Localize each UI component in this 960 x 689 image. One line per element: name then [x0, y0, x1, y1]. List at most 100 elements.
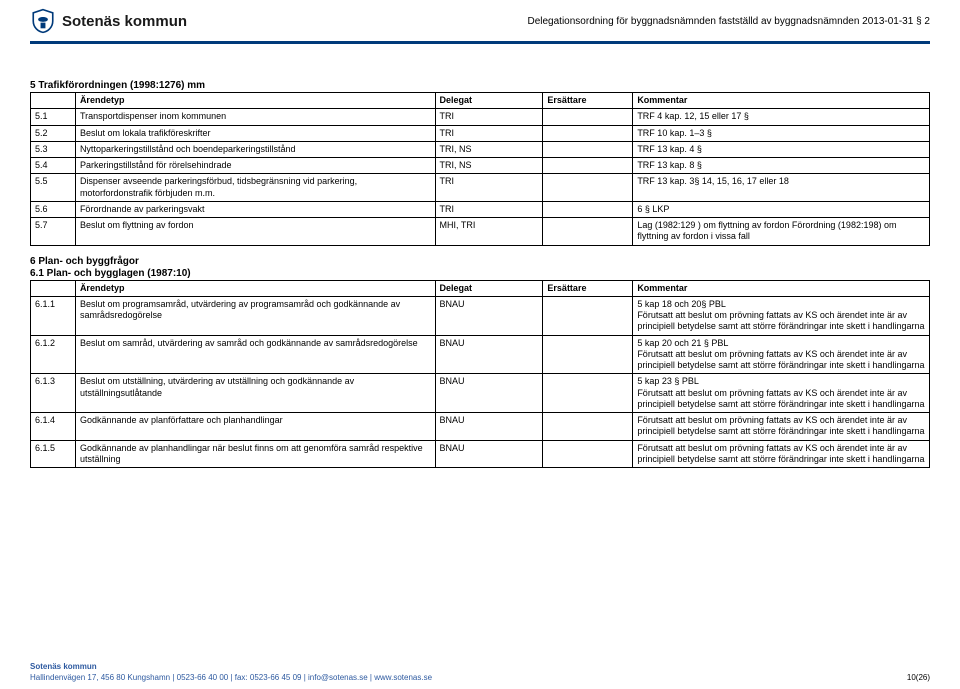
cell-n: 6.1.2 [31, 335, 76, 374]
cell-desc: Transportdispenser inom kommunen [75, 109, 435, 125]
col-arendetyp: Ärendetyp [75, 93, 435, 109]
cell-del: TRI [435, 125, 543, 141]
section-6-subtitle: 6.1 Plan- och bygglagen (1987:10) [30, 268, 930, 279]
cell-kom: 6 § LKP [633, 201, 930, 217]
document-title: Delegationsordning för byggnadsnämnden f… [527, 16, 930, 27]
cell-ers [543, 158, 633, 174]
cell-kom: 5 kap 18 och 20§ PBL Förutsatt att beslu… [633, 296, 930, 335]
cell-ers [543, 125, 633, 141]
section-5-table: Ärendetyp Delegat Ersättare Kommentar 5.… [30, 92, 930, 246]
cell-kom: TRF 13 kap. 4 § [633, 141, 930, 157]
page-header: Sotenäs kommun Delegationsordning för by… [0, 0, 960, 38]
col-ersattare: Ersättare [543, 280, 633, 296]
cell-ers [543, 335, 633, 374]
cell-del: BNAU [435, 413, 543, 441]
cell-del: TRI, NS [435, 141, 543, 157]
cell-n: 5.6 [31, 201, 76, 217]
table-row: 5.5Dispenser avseende parkeringsförbud, … [31, 174, 930, 202]
cell-del: TRI [435, 174, 543, 202]
cell-del: BNAU [435, 296, 543, 335]
table-row: 5.4Parkeringstillstånd för rörelsehindra… [31, 158, 930, 174]
cell-kom: 5 kap 20 och 21 § PBL Förutsatt att besl… [633, 335, 930, 374]
cell-desc: Förordnande av parkeringsvakt [75, 201, 435, 217]
cell-desc: Nyttoparkeringstillstånd och boendeparke… [75, 141, 435, 157]
footer-org: Sotenäs kommun [30, 662, 930, 672]
cell-n: 6.1.1 [31, 296, 76, 335]
table-row: 5.1Transportdispenser inom kommunenTRI TR… [31, 109, 930, 125]
cell-n: 5.1 [31, 109, 76, 125]
main-content: 5 Trafikförordningen (1998:1276) mm Ären… [0, 44, 960, 468]
table-head: Ärendetyp Delegat Ersättare Kommentar [31, 93, 930, 109]
cell-desc: Parkeringstillstånd för rörelsehindrade [75, 158, 435, 174]
cell-desc: Beslut om lokala trafikföreskrifter [75, 125, 435, 141]
cell-n: 6.1.3 [31, 374, 76, 413]
logo-text: Sotenäs kommun [62, 13, 187, 30]
table-row: 6.1.5Godkännande av planhandlingar när b… [31, 440, 930, 468]
cell-n: 6.1.4 [31, 413, 76, 441]
col-delegat: Delegat [435, 280, 543, 296]
table-row: 5.7Beslut om flyttning av fordonMHI, TRI… [31, 218, 930, 246]
cell-ers [543, 109, 633, 125]
section-5-title: 5 Trafikförordningen (1998:1276) mm [30, 80, 930, 91]
cell-kom: TRF 13 kap. 8 § [633, 158, 930, 174]
footer-contact-line: Hallindenvägen 17, 456 80 Kungshamn | 05… [30, 673, 930, 683]
col-num [31, 280, 76, 296]
table-body: 5.1Transportdispenser inom kommunenTRITR… [31, 109, 930, 245]
cell-n: 5.3 [31, 141, 76, 157]
cell-ers [543, 141, 633, 157]
cell-ers [543, 201, 633, 217]
page-number: 10(26) [907, 673, 930, 683]
table-row: 5.3Nyttoparkeringstillstånd och boendepa… [31, 141, 930, 157]
cell-desc: Dispenser avseende parkeringsförbud, tid… [75, 174, 435, 202]
table-row: 6.1.1Beslut om programsamråd, utvärderin… [31, 296, 930, 335]
cell-desc: Beslut om programsamråd, utvärdering av … [75, 296, 435, 335]
cell-kom: 5 kap 23 § PBL Förutsatt att beslut om p… [633, 374, 930, 413]
section-6-table: Ärendetyp Delegat Ersättare Kommentar 6.… [30, 280, 930, 469]
col-ersattare: Ersättare [543, 93, 633, 109]
cell-kom: TRF 13 kap. 3§ 14, 15, 16, 17 eller 18 [633, 174, 930, 202]
cell-kom: Förutsatt att beslut om prövning fattats… [633, 413, 930, 441]
section-6-title: 6 Plan- och byggfrågor [30, 256, 930, 267]
cell-ers [543, 440, 633, 468]
page-footer: Sotenäs kommun Hallindenvägen 17, 456 80… [30, 662, 930, 683]
table-head: Ärendetyp Delegat Ersättare Kommentar [31, 280, 930, 296]
table-body: 6.1.1Beslut om programsamråd, utvärderin… [31, 296, 930, 467]
cell-desc: Beslut om flyttning av fordon [75, 218, 435, 246]
cell-desc: Beslut om samråd, utvärdering av samråd … [75, 335, 435, 374]
col-delegat: Delegat [435, 93, 543, 109]
cell-del: MHI, TRI [435, 218, 543, 246]
cell-n: 5.2 [31, 125, 76, 141]
cell-kom: Förutsatt att beslut om prövning fattats… [633, 440, 930, 468]
table-row: 5.6Förordnande av parkeringsvaktTRI 6 § L… [31, 201, 930, 217]
cell-del: TRI [435, 201, 543, 217]
col-arendetyp: Ärendetyp [75, 280, 435, 296]
table-row: 6.1.3Beslut om utställning, utvärdering … [31, 374, 930, 413]
cell-ers [543, 174, 633, 202]
cell-del: TRI [435, 109, 543, 125]
table-row: 5.2Beslut om lokala trafikföreskrifterTR… [31, 125, 930, 141]
cell-del: BNAU [435, 335, 543, 374]
municipality-crest-icon [30, 8, 56, 34]
cell-n: 5.4 [31, 158, 76, 174]
cell-n: 5.5 [31, 174, 76, 202]
cell-kom: Lag (1982:129 ) om flyttning av fordon F… [633, 218, 930, 246]
cell-n: 6.1.5 [31, 440, 76, 468]
logo: Sotenäs kommun [30, 8, 187, 34]
cell-desc: Beslut om utställning, utvärdering av ut… [75, 374, 435, 413]
cell-ers [543, 296, 633, 335]
col-kommentar: Kommentar [633, 93, 930, 109]
cell-ers [543, 413, 633, 441]
cell-ers [543, 218, 633, 246]
cell-ers [543, 374, 633, 413]
cell-n: 5.7 [31, 218, 76, 246]
cell-del: BNAU [435, 440, 543, 468]
col-num [31, 93, 76, 109]
table-row: 6.1.2Beslut om samråd, utvärdering av sa… [31, 335, 930, 374]
cell-del: TRI, NS [435, 158, 543, 174]
cell-kom: TRF 4 kap. 12, 15 eller 17 § [633, 109, 930, 125]
cell-desc: Godkännande av planhandlingar när beslut… [75, 440, 435, 468]
table-row: 6.1.4Godkännande av planförfattare och p… [31, 413, 930, 441]
cell-desc: Godkännande av planförfattare och planha… [75, 413, 435, 441]
cell-del: BNAU [435, 374, 543, 413]
cell-kom: TRF 10 kap. 1–3 § [633, 125, 930, 141]
